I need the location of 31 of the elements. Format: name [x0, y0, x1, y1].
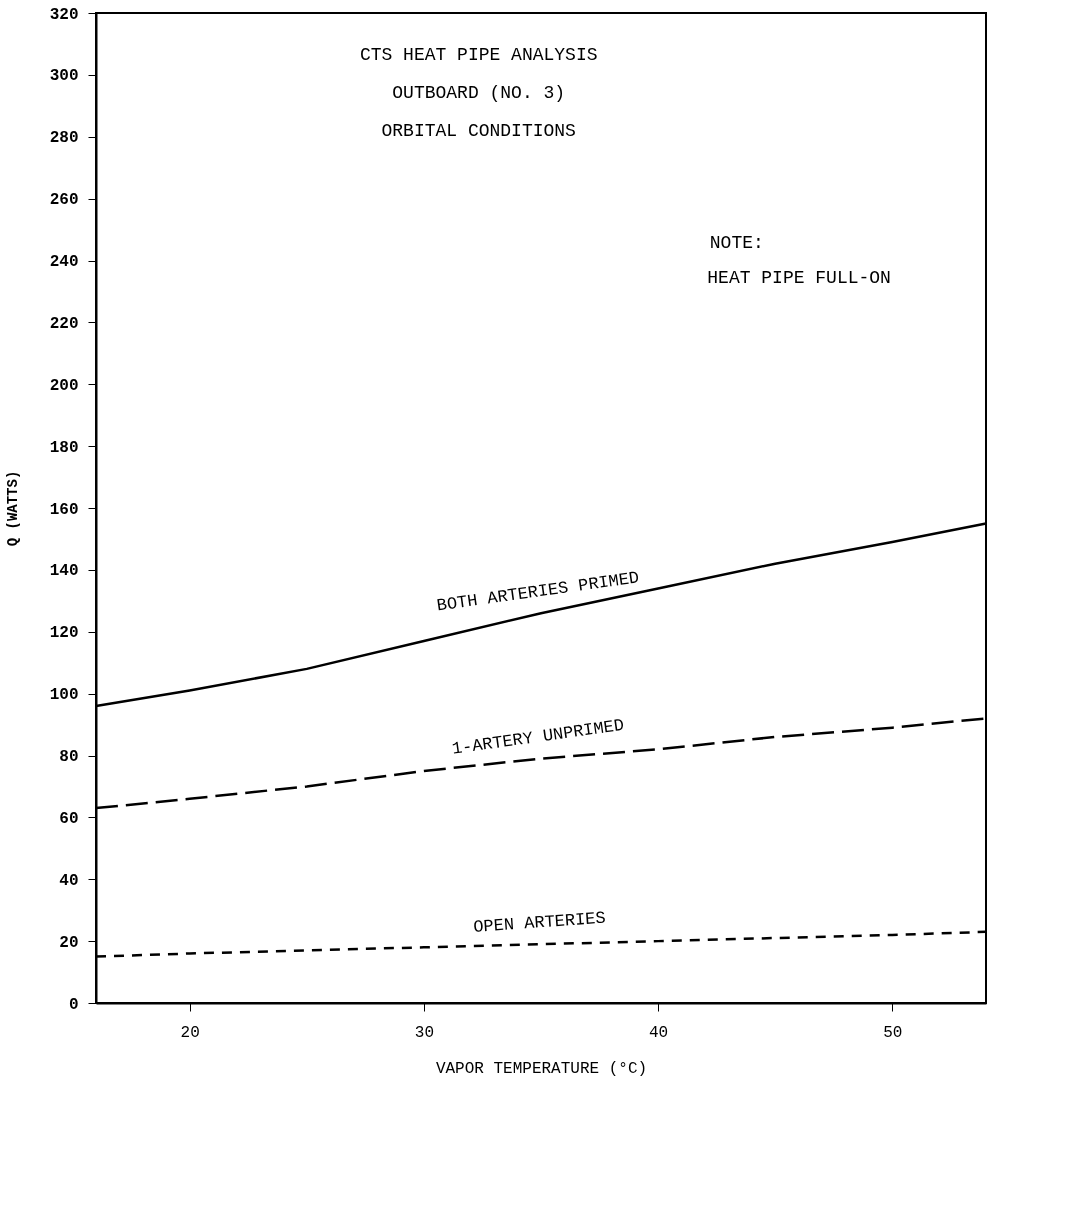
x-tick-label: 30	[414, 1023, 434, 1042]
y-tick-label: 180	[49, 438, 79, 457]
y-axis-title: Q (WATTS)	[4, 470, 21, 547]
y-tick-label: 40	[59, 871, 79, 890]
y-tick-label: 260	[49, 191, 79, 210]
annotation: HEAT PIPE FULL-ON	[707, 268, 891, 288]
text: BOTH ARTERIES PRIMED	[435, 568, 641, 616]
x-tick-label: 40	[649, 1023, 669, 1042]
annotation: NOTE:	[709, 233, 764, 253]
y-tick-label: 100	[49, 686, 79, 705]
series-label: OPEN ARTERIES	[472, 908, 607, 937]
text: CTS HEAT PIPE ANALYSIS	[359, 45, 598, 65]
annotation: ORBITAL CONDITIONS	[381, 121, 576, 141]
y-tick-label: 80	[59, 748, 79, 766]
y-tick-label: 220	[49, 314, 79, 333]
x-tick-label: 50	[883, 1023, 903, 1042]
y-tick-label: 140	[49, 562, 79, 581]
y-tick-label: 200	[49, 376, 79, 395]
y-tick-label: 240	[49, 253, 79, 271]
y-tick-label: 20	[59, 933, 79, 952]
text: 1-ARTERY UNPRIMED	[450, 715, 626, 759]
y-tick-label: 300	[49, 67, 79, 86]
y-tick-label: 60	[59, 809, 79, 828]
y-tick-label: 320	[49, 5, 79, 24]
annotation: OUTBOARD (NO. 3)	[392, 83, 566, 103]
y-tick-label: 120	[49, 624, 79, 643]
x-axis-title: VAPOR TEMPERATURE (°C)	[435, 1059, 648, 1078]
y-tick-label: 0	[68, 995, 79, 1014]
x-tick-label: 20	[180, 1023, 200, 1042]
y-tick-label: 280	[49, 129, 79, 148]
y-tick-label: 160	[49, 500, 79, 519]
